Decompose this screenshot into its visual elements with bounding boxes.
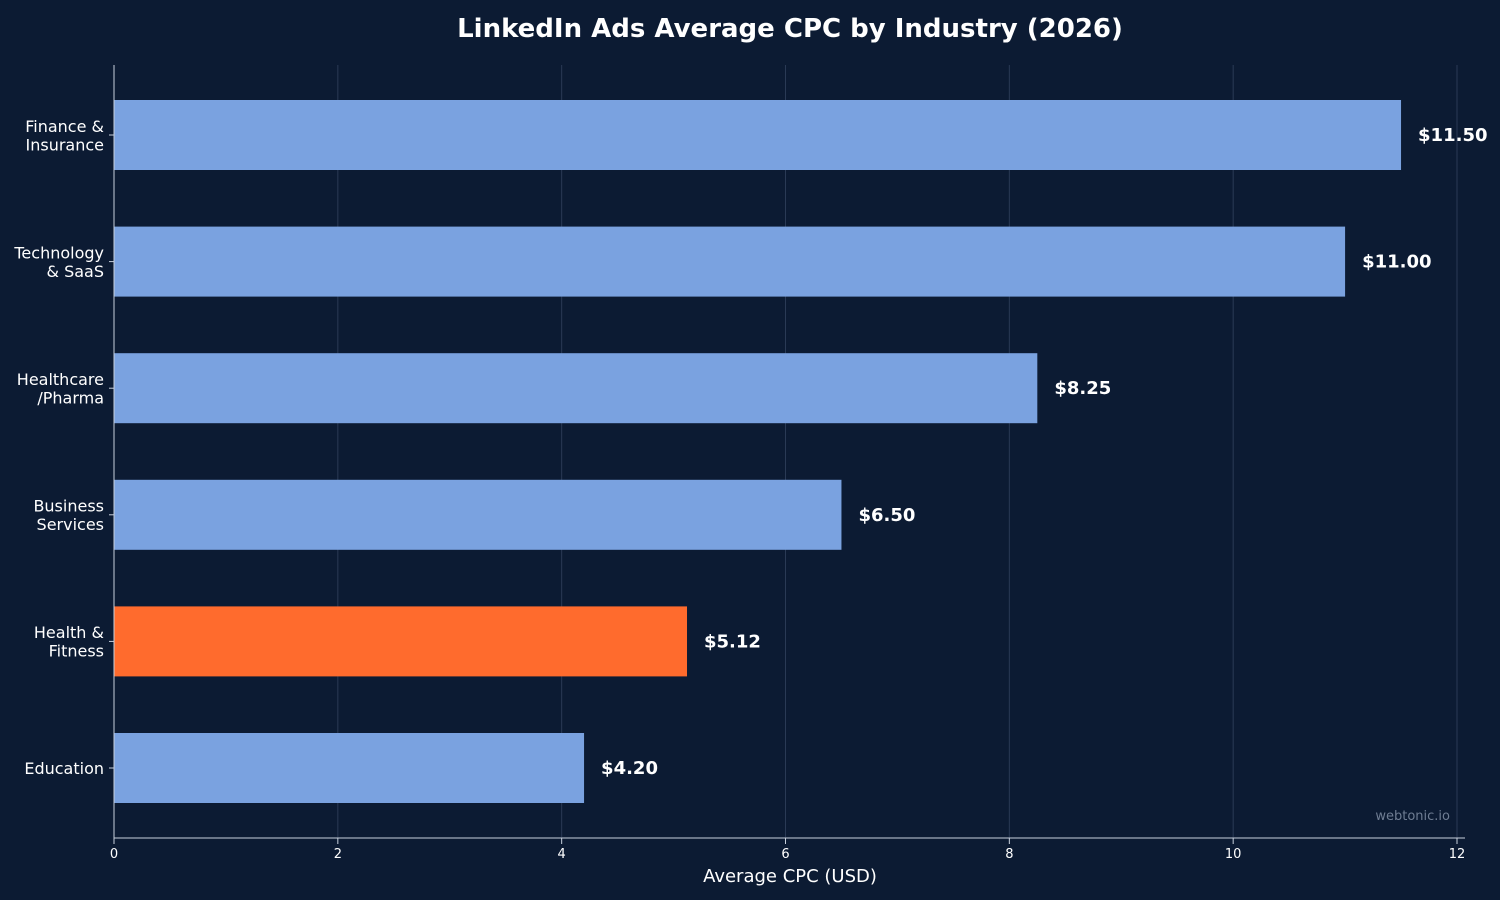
- category-label-line: Business: [33, 497, 104, 516]
- value-label-3: $6.50: [858, 505, 915, 526]
- bar-0: [114, 100, 1402, 170]
- category-label-1: Technology & SaaS: [13, 243, 104, 281]
- bar-4: [114, 606, 688, 677]
- value-label-1: $11.00: [1362, 252, 1431, 273]
- bar-5: [114, 733, 585, 803]
- bars-layer: [114, 100, 1402, 803]
- category-label-line: Services: [37, 515, 104, 534]
- value-label-0: $11.50: [1418, 125, 1487, 146]
- category-label-line: Healthcare: [17, 370, 104, 389]
- grid-layer: [337, 65, 1458, 838]
- category-label-0: Finance & Insurance: [25, 117, 104, 155]
- x-tick-label-3: 6: [781, 847, 789, 862]
- category-label-5: Education: [24, 759, 104, 778]
- value-label-5: $4.20: [601, 758, 658, 779]
- x-tick-label-0: 0: [110, 847, 118, 862]
- x-tick-label-5: 10: [1225, 847, 1242, 862]
- x-tick-label-4: 8: [1005, 847, 1013, 862]
- bar-2: [114, 353, 1038, 424]
- category-label-line: Fitness: [49, 642, 104, 661]
- x-tick-label-6: 12: [1449, 847, 1466, 862]
- x-axis-title: Average CPC (USD): [703, 866, 877, 887]
- bar-1: [114, 226, 1346, 297]
- category-label-line: & SaaS: [47, 262, 104, 281]
- value-label-2: $8.25: [1054, 378, 1111, 399]
- category-label-line: Technology: [13, 243, 104, 262]
- chart-title: LinkedIn Ads Average CPC by Industry (20…: [457, 14, 1123, 44]
- category-label-line: Health &: [34, 623, 104, 642]
- x-tick-label-1: 2: [334, 847, 342, 862]
- category-label-3: Business Services: [33, 497, 104, 535]
- value-label-4: $5.12: [704, 631, 761, 652]
- category-label-line: /Pharma: [37, 388, 104, 407]
- category-label-line: Education: [24, 759, 104, 778]
- category-label-4: Health & Fitness: [34, 623, 104, 661]
- watermark: webtonic.io: [1375, 809, 1450, 824]
- category-label-line: Insurance: [26, 135, 105, 154]
- axes-layer: [109, 65, 1465, 844]
- labels-layer: 0 2 4 6 8 10 12 Finance & Insurance $11.50 Technol…: [13, 117, 1487, 862]
- bar-3: [114, 479, 842, 550]
- category-label-line: Finance &: [25, 117, 104, 136]
- x-tick-label-2: 4: [558, 847, 566, 862]
- category-label-2: Healthcare/Pharma: [17, 370, 104, 408]
